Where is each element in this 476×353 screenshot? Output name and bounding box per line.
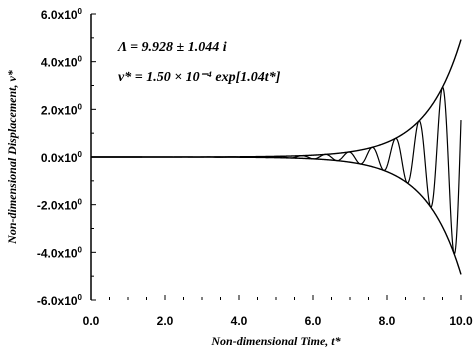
x-tick-label: 8.0 (379, 314, 396, 328)
y-axis-title: Non-dimensional Displacement, v* (5, 69, 19, 245)
lower-envelope-line (91, 156, 462, 275)
y-tick-label: 0.0x100 (41, 150, 83, 165)
x-tick-labels: 0.0 2.0 4.0 6.0 8.0 10.0 (83, 314, 473, 328)
x-axis-title: Non-dimensional Time, t* (210, 334, 341, 348)
x-tick-label: 2.0 (157, 314, 174, 328)
y-tick-label: -2.0x100 (37, 198, 83, 213)
x-tick-label: 4.0 (231, 314, 248, 328)
y-tick-labels: 6.0x100 4.0x100 2.0x100 0.0x100 -2.0x100 -4.0… (37, 7, 83, 308)
eigenvalue-annotation: Λ = 9.928 ± 1.044 i (117, 40, 227, 55)
series-group (91, 39, 462, 275)
y-tick-label: 6.0x100 (41, 7, 83, 22)
y-tick-label: -4.0x100 (37, 245, 83, 260)
envelope-equation-annotation: v* = 1.50 × 10⁻⁴ exp[1.04t*] (118, 70, 281, 85)
x-tick-label: 0.0 (83, 314, 100, 328)
tick-marks (91, 13, 462, 301)
x-tick-label: 6.0 (305, 314, 322, 328)
x-tick-label: 10.0 (449, 314, 473, 328)
y-tick-label: 2.0x100 (41, 102, 83, 117)
y-tick-label: 4.0x100 (41, 55, 83, 70)
displacement-line (91, 86, 462, 255)
y-tick-label: -6.0x100 (37, 293, 83, 308)
upper-envelope-line (91, 39, 462, 158)
